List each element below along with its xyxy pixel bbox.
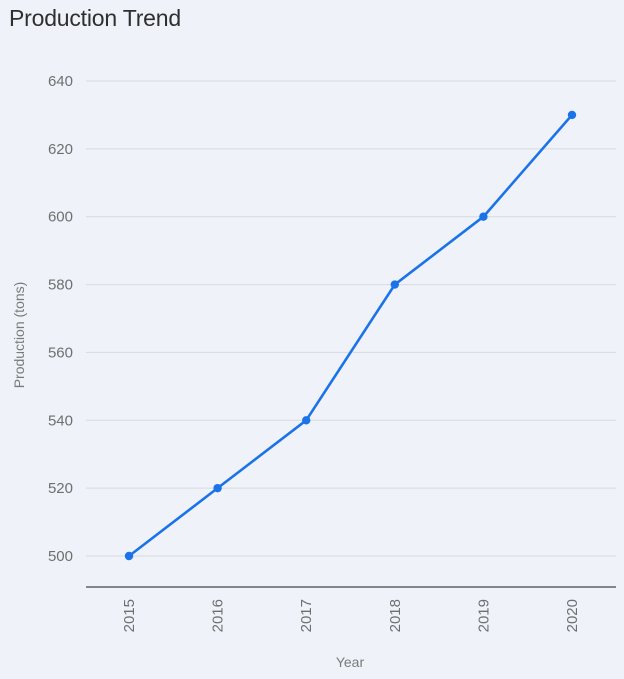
series-group bbox=[124, 110, 577, 561]
x-tick-label: 2015 bbox=[121, 599, 138, 632]
x-tick-label: 2020 bbox=[564, 599, 581, 632]
y-tick-label: 520 bbox=[48, 480, 73, 497]
series-line bbox=[127, 113, 574, 558]
chart-title: Production Trend bbox=[9, 5, 181, 31]
x-axis-title: Year bbox=[336, 654, 365, 670]
y-tick-label: 620 bbox=[48, 141, 73, 158]
y-axis-title: Production (tons) bbox=[11, 282, 27, 389]
x-tick-label: 2017 bbox=[298, 599, 315, 632]
data-point[interactable] bbox=[567, 110, 577, 120]
data-point[interactable] bbox=[390, 280, 399, 289]
data-point[interactable] bbox=[302, 416, 311, 425]
x-axis-ticks: 2015 2016 2017 2018 2019 2020 bbox=[121, 599, 581, 632]
y-tick-label: 580 bbox=[48, 277, 73, 294]
x-tick-label: 2019 bbox=[475, 599, 492, 632]
data-point[interactable] bbox=[124, 551, 134, 561]
data-point[interactable] bbox=[213, 483, 222, 493]
y-axis-ticks: 500 520 540 560 580 600 620 640 bbox=[48, 73, 73, 565]
data-point[interactable] bbox=[479, 212, 488, 221]
y-tick-label: 540 bbox=[48, 412, 73, 429]
y-tick-label: 560 bbox=[48, 344, 73, 361]
x-tick-label: 2018 bbox=[387, 599, 404, 632]
x-tick-label: 2016 bbox=[210, 599, 227, 632]
y-tick-label: 500 bbox=[48, 548, 73, 565]
gridlines bbox=[86, 80, 616, 557]
y-tick-label: 600 bbox=[48, 209, 73, 226]
y-tick-label: 640 bbox=[48, 73, 73, 90]
